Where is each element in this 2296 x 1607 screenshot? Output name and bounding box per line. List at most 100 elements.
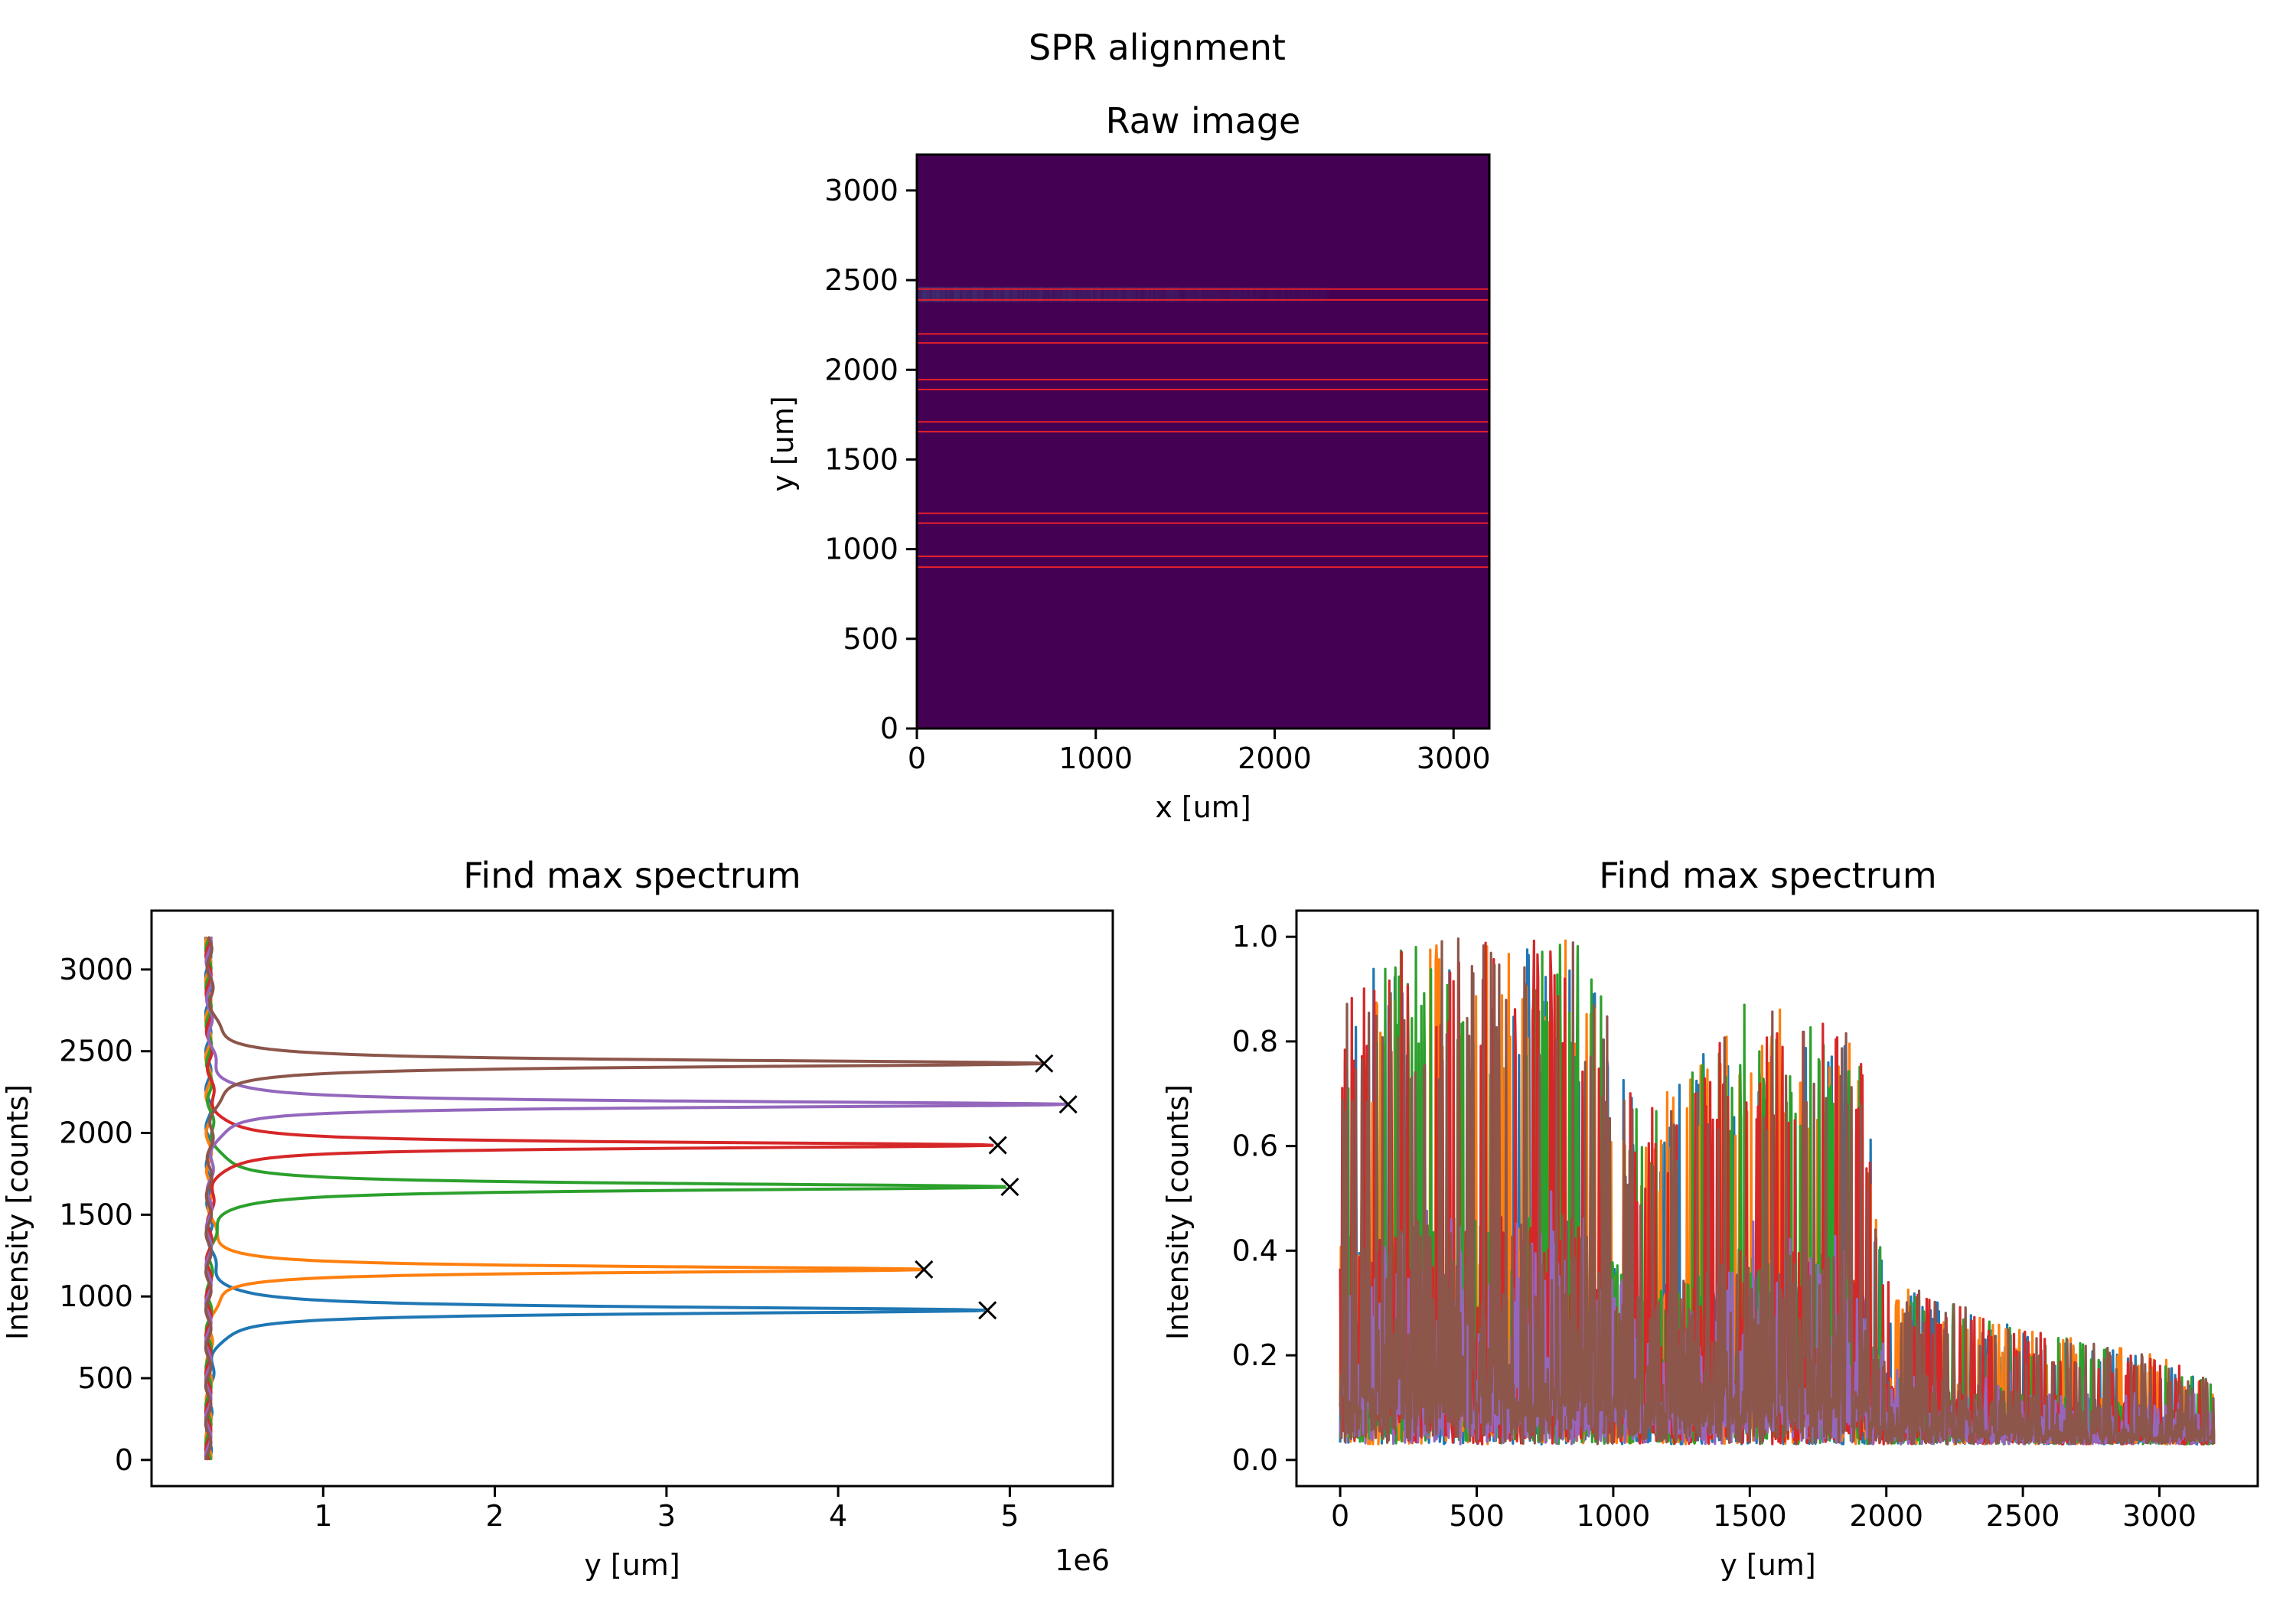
heatmap-band-pixel — [1288, 286, 1291, 302]
find-max-left-ytick-label: 2500 — [59, 1035, 133, 1068]
heatmap-band-pixel — [1326, 286, 1329, 302]
heatmap-band-pixel — [1257, 286, 1261, 302]
heatmap-band-pixel — [1179, 286, 1182, 302]
raw-image-ytick-label: 2500 — [824, 263, 899, 297]
heatmap-band-pixel — [1243, 286, 1246, 302]
heatmap-band-pixel — [1264, 286, 1267, 302]
heatmap-band-pixel — [1003, 286, 1006, 302]
heatmap-band-pixel — [1030, 286, 1033, 302]
heatmap-band-pixel — [1309, 286, 1313, 302]
heatmap-band-pixel — [1099, 286, 1102, 302]
raw-image-xtick-label: 0 — [908, 742, 926, 775]
heatmap-band-pixel — [1267, 286, 1270, 302]
heatmap-band-pixel — [987, 286, 990, 302]
heatmap-band-pixel — [1217, 286, 1220, 302]
heatmap-band-pixel — [1245, 286, 1248, 302]
heatmap-band-pixel — [1182, 286, 1186, 302]
heatmap-band-pixel — [1104, 286, 1107, 302]
find-max-right-ytick-label: 0.4 — [1232, 1234, 1278, 1267]
find-max-left-ytick-label: 0 — [115, 1443, 133, 1477]
find-max-left-x-offset: 1e6 — [1055, 1543, 1110, 1577]
heatmap-band-pixel — [1172, 286, 1175, 302]
heatmap-band-pixel — [1093, 286, 1096, 302]
heatmap-band-pixel — [1230, 286, 1233, 302]
raw-image-ylabel: y [um] — [766, 396, 800, 491]
raw-image-ytick-label: 1500 — [824, 442, 899, 476]
find-max-left-xtick-label: 5 — [1000, 1499, 1019, 1533]
heatmap-band-pixel — [1144, 286, 1147, 302]
heatmap-band-pixel — [1192, 286, 1195, 302]
heatmap-band-pixel — [1131, 286, 1134, 302]
find-max-left-peak-marker — [915, 1260, 934, 1279]
heatmap-band-pixel — [1071, 286, 1074, 302]
peak-marker-stroke — [988, 1136, 1007, 1155]
find-max-right-frame — [1295, 909, 2259, 1488]
find-max-right-ticks: 0 500 1000 1500 2000 2500 3000 0.0 0.2 0.4 0.6 0.8 1… — [1232, 920, 2197, 1533]
heatmap-band-pixel — [1094, 286, 1097, 302]
heatmap-band-pixel — [1322, 286, 1326, 302]
heatmap-band-pixel — [1107, 286, 1110, 302]
figure-suptitle: SPR alignment — [1029, 27, 1286, 68]
heatmap-band-pixel — [1043, 286, 1046, 302]
heatmap-band-pixel — [1316, 286, 1319, 302]
heatmap-band-pixel — [1084, 286, 1087, 302]
find-max-left-ylabel: Intensity [counts] — [1, 1084, 34, 1340]
heatmap-band-pixel — [1049, 286, 1052, 302]
heatmap-band-pixel — [1140, 286, 1143, 302]
heatmap-band-pixel — [1320, 286, 1323, 302]
find-max-right-xtick-label: 1000 — [1577, 1499, 1651, 1533]
heatmap-band-pixel — [923, 286, 926, 302]
heatmap-band-pixel — [1324, 286, 1327, 302]
heatmap-band-pixel — [949, 286, 952, 302]
heatmap-band-pixel — [1249, 286, 1252, 302]
heatmap-background — [917, 155, 1489, 729]
find-max-right-xtick-label: 2500 — [1986, 1499, 2060, 1533]
heatmap-band-pixel — [1161, 286, 1164, 302]
heatmap-band-pixel — [1052, 286, 1055, 302]
find-max-left-panel: Find max spectrum 1 2 3 4 5 0 500 1000 1500 2000 2… — [1, 855, 1114, 1582]
heatmap-band-pixel — [1041, 286, 1044, 302]
heatmap-band-pixel — [1211, 286, 1214, 302]
raw-image-ytick-label: 3000 — [824, 174, 899, 207]
heatmap-band-pixel — [1035, 286, 1038, 302]
peak-marker-stroke — [1035, 1054, 1054, 1073]
find-max-left-ytick-label: 3000 — [59, 953, 133, 986]
heatmap-band-pixel — [968, 286, 971, 302]
heatmap-band-pixel — [1247, 286, 1250, 302]
heatmap-band-pixel — [1026, 286, 1029, 302]
heatmap-band-pixel — [1142, 286, 1145, 302]
heatmap-band-pixel — [1159, 286, 1162, 302]
heatmap-band-pixel — [966, 286, 969, 302]
heatmap-band-pixel — [1060, 286, 1063, 302]
heatmap-band-pixel — [985, 286, 988, 302]
heatmap-band-pixel — [951, 286, 954, 302]
heatmap-band-pixel — [1169, 286, 1172, 302]
find-max-left-xtick-label: 4 — [829, 1499, 847, 1533]
heatmap-band-pixel — [983, 286, 986, 302]
heatmap-band-pixel — [1146, 286, 1150, 302]
find-max-right-ylabel: Intensity [counts] — [1161, 1084, 1195, 1340]
find-max-right-xtick-label: 2000 — [1849, 1499, 1923, 1533]
heatmap-band-pixel — [1294, 286, 1297, 302]
find-max-left-peak-marker — [988, 1136, 1007, 1155]
heatmap-band-pixel — [1101, 286, 1104, 302]
heatmap-band-pixel — [929, 286, 932, 302]
heatmap-band-pixel — [1305, 286, 1308, 302]
raw-image-xtick-label: 2000 — [1238, 742, 1312, 775]
heatmap-band-pixel — [1129, 286, 1132, 302]
heatmap-band-pixel — [1318, 286, 1321, 302]
heatmap-band-pixel — [1019, 286, 1022, 302]
heatmap-band-pixel — [1056, 286, 1059, 302]
heatmap-band-pixel — [1238, 286, 1241, 302]
find-max-right-xtick-label: 500 — [1449, 1499, 1505, 1533]
raw-image-plot-area — [915, 153, 1491, 730]
find-max-right-panel: Find max spectrum 0 500 1000 1500 2000 2500 30… — [1161, 855, 2259, 1582]
heatmap-band-pixel — [1262, 286, 1265, 302]
find-max-left-peak-marker — [978, 1301, 997, 1320]
peak-marker-stroke — [1058, 1095, 1078, 1114]
heatmap-band-pixel — [942, 286, 945, 302]
find-max-right-ytick-label: 0.0 — [1232, 1443, 1278, 1477]
heatmap-band-pixel — [1017, 286, 1020, 302]
heatmap-band-pixel — [1224, 286, 1227, 302]
